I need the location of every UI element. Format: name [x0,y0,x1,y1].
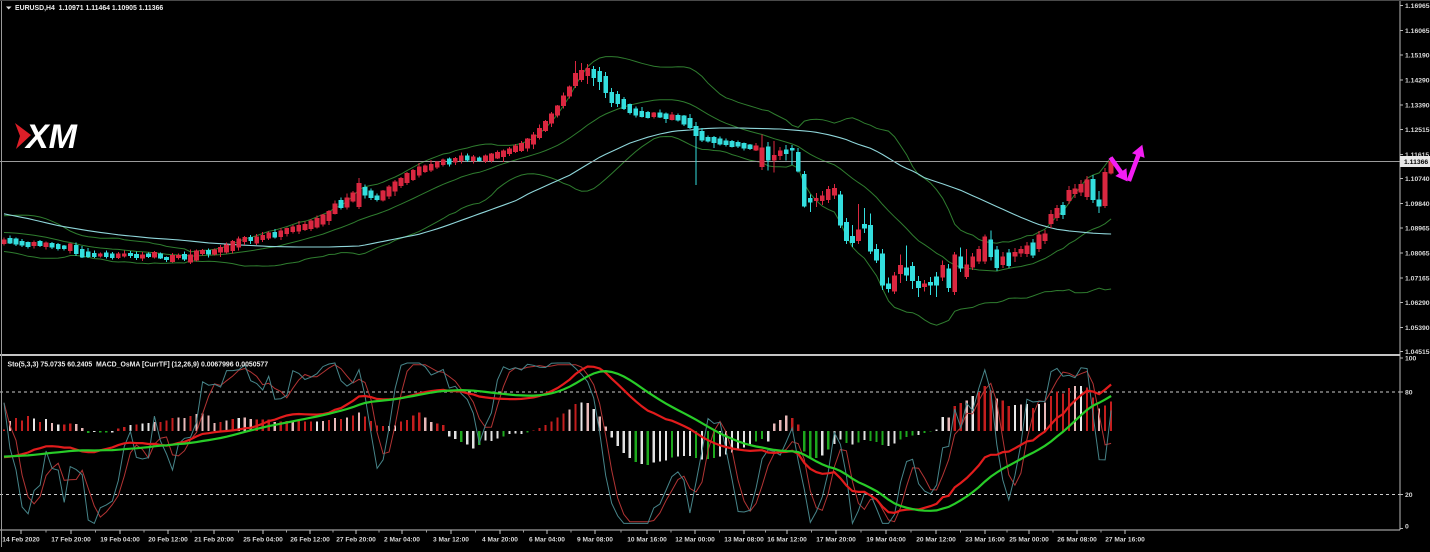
svg-text:21 Feb 20:00: 21 Feb 20:00 [194,537,234,544]
svg-text:3 Mar 12:00: 3 Mar 12:00 [433,537,469,544]
svg-text:27 Feb 20:00: 27 Feb 20:00 [336,537,376,544]
svg-text:9 Mar 08:00: 9 Mar 08:00 [577,537,613,544]
svg-text:1.10740: 1.10740 [1405,176,1430,183]
svg-text:1.16965: 1.16965 [1405,3,1430,10]
svg-text:Sto(5,3,3) 75.0735 60.2405 MA: Sto(5,3,3) 75.0735 60.2405 MACD_OsMA [Cu… [8,362,269,369]
svg-text:19 Feb 04:00: 19 Feb 04:00 [100,537,140,544]
svg-text:16 Mar 12:00: 16 Mar 12:00 [767,537,807,544]
svg-text:100: 100 [1405,355,1417,362]
svg-text:20 Mar 12:00: 20 Mar 12:00 [916,537,956,544]
svg-text:14 Feb 2020: 14 Feb 2020 [2,537,40,544]
svg-text:1.08965: 1.08965 [1405,225,1430,232]
svg-text:10 Mar 16:00: 10 Mar 16:00 [627,537,667,544]
svg-text:1.05390: 1.05390 [1405,325,1430,332]
svg-text:1.11366: 1.11366 [1404,159,1428,166]
svg-text:1.12515: 1.12515 [1405,127,1430,134]
svg-text:19 Mar 04:00: 19 Mar 04:00 [866,537,906,544]
svg-text:1.16065: 1.16065 [1405,28,1430,35]
svg-text:EURUSD,H4 1.10971 1.11464 1.1: EURUSD,H4 1.10971 1.11464 1.10905 1.1136… [15,5,163,12]
svg-text:6 Mar 04:00: 6 Mar 04:00 [529,537,565,544]
svg-text:2 Mar 04:00: 2 Mar 04:00 [384,537,420,544]
svg-text:1.06290: 1.06290 [1405,300,1430,307]
svg-text:17 Feb 20:00: 17 Feb 20:00 [51,537,91,544]
svg-text:1.14290: 1.14290 [1405,77,1430,84]
svg-text:26 Feb 12:00: 26 Feb 12:00 [290,537,330,544]
svg-text:1.09840: 1.09840 [1405,201,1430,208]
svg-text:0: 0 [1405,524,1409,531]
svg-text:26 Mar 08:00: 26 Mar 08:00 [1057,537,1097,544]
svg-text:80: 80 [1405,390,1413,397]
svg-text:1.08065: 1.08065 [1405,250,1430,257]
svg-text:XM: XM [24,118,78,156]
svg-text:1.15190: 1.15190 [1405,52,1430,59]
svg-text:25 Mar 00:00: 25 Mar 00:00 [1009,537,1049,544]
svg-text:27 Mar 16:00: 27 Mar 16:00 [1105,537,1145,544]
svg-text:1.07165: 1.07165 [1405,275,1430,282]
svg-text:23 Mar 16:00: 23 Mar 16:00 [965,537,1005,544]
svg-text:20 Feb 12:00: 20 Feb 12:00 [148,537,188,544]
svg-text:13 Mar 08:00: 13 Mar 08:00 [724,537,764,544]
svg-text:4 Mar 20:00: 4 Mar 20:00 [482,537,518,544]
svg-text:1.13390: 1.13390 [1405,102,1430,109]
svg-text:1.11615: 1.11615 [1405,152,1429,159]
svg-text:1.04515: 1.04515 [1405,349,1430,356]
svg-text:25 Feb 04:00: 25 Feb 04:00 [243,537,283,544]
svg-text:20: 20 [1405,492,1413,499]
svg-text:17 Mar 20:00: 17 Mar 20:00 [816,537,856,544]
svg-text:12 Mar 00:00: 12 Mar 00:00 [675,537,715,544]
